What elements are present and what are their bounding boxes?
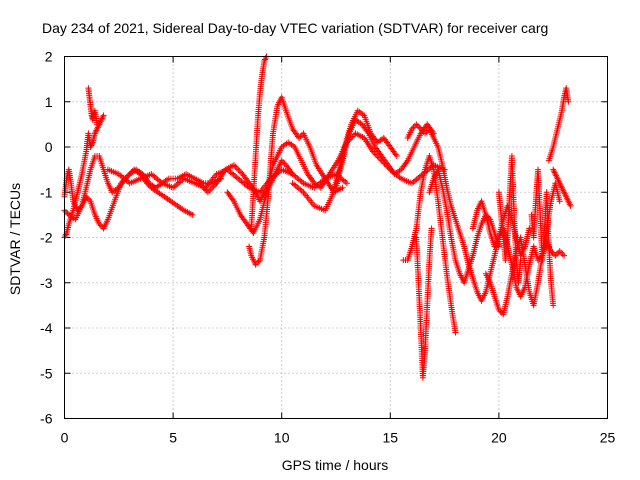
data-point bbox=[552, 252, 559, 259]
series-track-15 bbox=[426, 166, 502, 286]
data-point bbox=[517, 257, 524, 264]
data-point bbox=[189, 211, 196, 218]
series-track-12 bbox=[404, 121, 568, 304]
data-point bbox=[556, 248, 563, 255]
y-axis-label: SDTVAR / TECUs bbox=[7, 183, 23, 295]
series-track-20 bbox=[545, 85, 572, 164]
tick-labels: 0 5 10 15 20 25 -6 -5 -4 -3 -2 -1 0 1 2 bbox=[40, 49, 615, 446]
data-point bbox=[100, 112, 107, 119]
axis-ticks bbox=[64, 56, 608, 419]
series-track-8 bbox=[248, 53, 270, 232]
series-track-19 bbox=[528, 166, 557, 309]
data-point bbox=[559, 251, 566, 258]
data-point bbox=[262, 56, 269, 63]
y-tick-label: -4 bbox=[40, 320, 53, 336]
series-track-7 bbox=[246, 94, 346, 268]
data-point bbox=[235, 166, 242, 173]
y-tick-label: -5 bbox=[40, 365, 53, 381]
y-tick-label: 2 bbox=[45, 49, 53, 65]
series-track-13 bbox=[413, 225, 435, 381]
data-point bbox=[393, 153, 400, 160]
data-point bbox=[236, 168, 243, 175]
data-point bbox=[414, 122, 421, 129]
data-point bbox=[413, 121, 420, 128]
data-point bbox=[339, 184, 346, 191]
x-axis-label: GPS time / hours bbox=[282, 457, 389, 473]
data-point bbox=[94, 121, 101, 128]
y-tick-label: 1 bbox=[45, 94, 53, 110]
x-tick-label: 10 bbox=[274, 430, 290, 446]
y-tick-label: -6 bbox=[40, 411, 53, 427]
data-point bbox=[232, 163, 239, 170]
y-tick-label: 0 bbox=[45, 139, 53, 155]
y-tick-label: -2 bbox=[40, 230, 53, 246]
grid-lines bbox=[64, 56, 608, 419]
data-point bbox=[62, 231, 69, 238]
data-point bbox=[556, 198, 563, 205]
x-tick-label: 25 bbox=[600, 430, 616, 446]
x-tick-label: 15 bbox=[383, 430, 399, 446]
data-point bbox=[550, 302, 557, 309]
y-tick-label: -1 bbox=[40, 184, 53, 200]
data-point bbox=[526, 225, 533, 232]
x-tick-label: 0 bbox=[61, 430, 69, 446]
data-point bbox=[343, 180, 350, 187]
series-track-18 bbox=[495, 153, 524, 286]
data-points bbox=[61, 53, 574, 381]
data-point bbox=[64, 210, 71, 217]
data-point bbox=[553, 251, 560, 258]
series-track-14 bbox=[400, 153, 459, 336]
data-point bbox=[289, 171, 296, 178]
x-tick-label: 5 bbox=[169, 430, 177, 446]
series-track-21 bbox=[550, 166, 574, 209]
series-track-4 bbox=[85, 85, 101, 128]
data-point bbox=[567, 202, 574, 209]
y-tick-label: -3 bbox=[40, 275, 53, 291]
plot-frame bbox=[64, 56, 608, 419]
chart-title: Day 234 of 2021, Sidereal Day-to-day VTE… bbox=[42, 20, 548, 36]
data-point bbox=[62, 208, 69, 215]
data-point bbox=[565, 98, 572, 105]
data-point bbox=[558, 249, 565, 256]
data-point bbox=[561, 252, 568, 259]
x-tick-label: 20 bbox=[491, 430, 507, 446]
data-point bbox=[428, 225, 435, 232]
data-point bbox=[452, 329, 459, 336]
